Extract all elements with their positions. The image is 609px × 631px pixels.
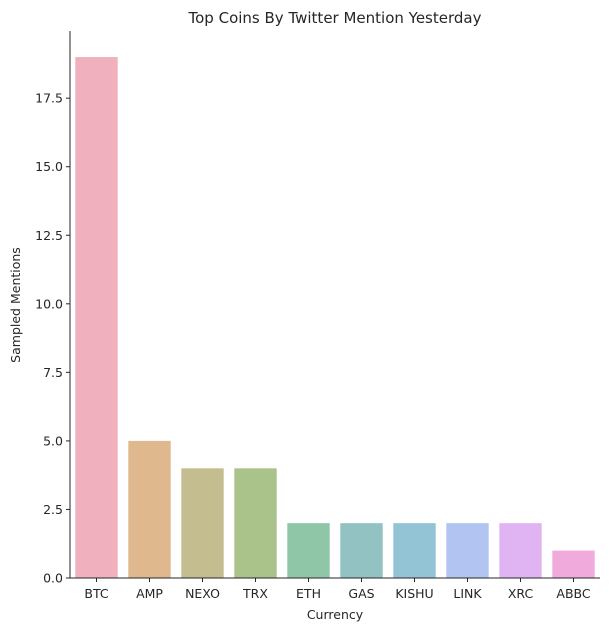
x-tick-label: XRC: [508, 586, 534, 601]
y-tick-label: 7.5: [43, 365, 63, 380]
x-tick-label: ETH: [296, 586, 321, 601]
y-tick-label: 5.0: [43, 433, 63, 448]
bar-xrc: [499, 523, 542, 578]
x-tick-label: TRX: [242, 586, 268, 601]
y-tick-label: 17.5: [35, 91, 63, 106]
x-axis-label: Currency: [307, 607, 364, 622]
x-axis-ticks: BTC AMP NEXO TRX ETH GAS KISHU LINK XRC ABBC: [84, 578, 591, 601]
bar-kishu: [393, 523, 436, 578]
bar-btc: [75, 57, 118, 579]
y-tick-label: 2.5: [43, 502, 63, 517]
chart-title: Top Coins By Twitter Mention Yesterday: [188, 9, 482, 27]
bar-trx: [234, 468, 277, 578]
y-tick-label: 10.0: [35, 296, 63, 311]
y-tick-label: 0.0: [43, 571, 63, 586]
x-tick-label: GAS: [348, 586, 374, 601]
y-axis-ticks: 0.0 2.5 5.0 7.5 10.0 12.5 15.0 17.5: [35, 91, 70, 586]
y-tick-label: 15.0: [35, 159, 63, 174]
bar-eth: [287, 523, 330, 578]
bars-group: [75, 57, 595, 579]
x-tick-label: BTC: [84, 586, 108, 601]
x-tick-label: ABBC: [556, 586, 590, 601]
x-tick-label: AMP: [136, 586, 163, 601]
x-tick-label: LINK: [453, 586, 482, 601]
bar-link: [446, 523, 489, 578]
bar-amp: [128, 440, 171, 578]
bar-gas: [340, 523, 383, 578]
x-tick-label: KISHU: [395, 586, 433, 601]
x-tick-label: NEXO: [185, 586, 220, 601]
y-axis-label: Sampled Mentions: [8, 247, 23, 363]
bar-nexo: [181, 468, 224, 578]
y-tick-label: 12.5: [35, 228, 63, 243]
bar-abbc: [552, 550, 595, 578]
